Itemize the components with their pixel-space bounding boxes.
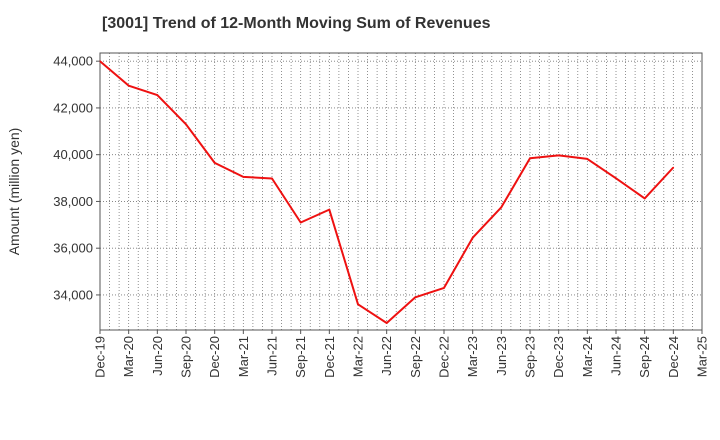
data-point (242, 176, 245, 178)
x-tick-label: Dec-24 (666, 336, 681, 378)
y-tick-label: 44,000 (53, 54, 93, 69)
x-tick-label: Mar-24 (580, 336, 595, 377)
x-tick-label: Mar-25 (695, 336, 710, 377)
x-axis-ticks: Dec-19 Mar-20 Jun-20 Sep-20 Dec-20 Mar-21 Jun-… (93, 330, 710, 378)
x-tick-label: Sep-20 (179, 336, 194, 378)
data-point (500, 206, 503, 209)
y-tick-label: 40,000 (53, 147, 93, 162)
x-tick-label: Sep-21 (293, 336, 308, 378)
x-tick-label: Mar-22 (351, 336, 366, 377)
y-axis-title: Amount (million yen) (6, 128, 22, 256)
grid-lines (100, 53, 702, 330)
chart-title: [3001] Trend of 12-Month Moving Sum of R… (102, 15, 491, 32)
x-tick-label: Sep-24 (637, 336, 652, 378)
data-point (586, 158, 589, 160)
data-point (443, 287, 445, 289)
y-axis-ticks: 34,000 36,000 38,000 40,000 42,000 44,000 (53, 54, 100, 302)
y-tick-label: 42,000 (53, 100, 93, 115)
y-tick-label: 34,000 (53, 287, 93, 302)
x-tick-label: Mar-21 (236, 336, 251, 377)
data-point (185, 123, 187, 126)
x-tick-label: Dec-21 (322, 336, 337, 378)
data-point (414, 296, 417, 299)
x-tick-label: Sep-23 (523, 336, 538, 378)
x-tick-label: Dec-19 (93, 336, 108, 378)
data-point (471, 236, 474, 239)
data-point (557, 154, 560, 157)
x-tick-label: Jun-21 (265, 336, 280, 376)
data-point (127, 84, 130, 87)
x-tick-label: Jun-23 (494, 336, 509, 376)
data-point (213, 162, 216, 164)
data-point (299, 221, 302, 224)
data-point (385, 322, 388, 324)
plot-area (99, 52, 703, 331)
data-point (643, 197, 646, 200)
x-tick-label: Mar-20 (121, 336, 136, 377)
data-point (615, 177, 617, 180)
x-tick-label: Dec-23 (551, 336, 566, 378)
revenue-series-line (99, 60, 675, 324)
x-tick-label: Mar-23 (465, 336, 480, 377)
x-tick-label: Jun-20 (150, 336, 165, 376)
x-tick-label: Dec-22 (437, 336, 452, 378)
data-point (529, 157, 531, 159)
data-point (328, 208, 331, 211)
x-tick-label: Jun-24 (609, 336, 624, 376)
x-tick-label: Jun-22 (379, 336, 394, 376)
x-tick-label: Dec-20 (207, 336, 222, 378)
series-layer (99, 60, 675, 324)
x-tick-label: Sep-22 (408, 336, 423, 378)
y-tick-label: 38,000 (53, 194, 93, 209)
data-point (156, 94, 159, 96)
data-point (271, 177, 273, 180)
y-tick-label: 36,000 (53, 241, 93, 256)
data-point (357, 303, 359, 306)
data-point (672, 166, 675, 169)
